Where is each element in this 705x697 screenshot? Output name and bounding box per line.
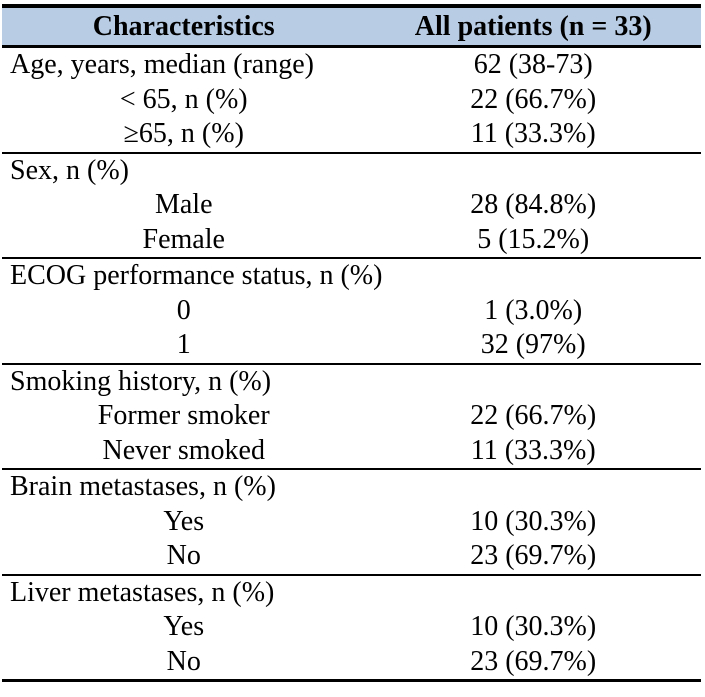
row-value: 11 (33.3%) [470,118,596,149]
patient-characteristics-table: Characteristics All patients (n = 33) Ag… [2,4,701,682]
table-row: Yes 10 (30.3%) [2,610,701,645]
row-value: 10 (30.3%) [470,505,597,537]
row-value [365,259,701,294]
table-row: Female 5 (15.2%) [2,223,701,258]
table-row: Brain metastases, n (%) [2,470,701,505]
table-row: Yes 10 (30.3%) [2,505,701,540]
row-sublabel: Never smoked [102,434,265,466]
row-value: 32 (97%) [480,329,586,360]
table-row: Never smoked 11 (33.3%) [2,434,701,469]
row-sublabel: < 65, n (%) [119,83,248,115]
table-section: Age, years, median (range) 62 (38-73) < 65… [2,48,701,154]
table-body: Age, years, median (range) 62 (38-73) < 65… [2,48,701,679]
row-value [365,576,701,611]
row-value: 28 (84.8%) [470,189,597,220]
row-sublabel: 1 [176,329,191,360]
table-row: Age, years, median (range) 62 (38-73) [2,48,701,83]
row-value [365,470,701,505]
table-row: ≥65, n (%) 11 (33.3%) [2,117,701,152]
row-sublabel: No [166,645,201,677]
row-category-label: ECOG performance status, n (%) [10,260,383,291]
row-sublabel: ≥65, n (%) [123,118,244,149]
row-sublabel: Yes [163,505,205,537]
row-sublabel: 0 [176,294,191,326]
table-header-row: Characteristics All patients (n = 33) [2,8,701,48]
row-value: 10 (30.3%) [470,611,597,642]
row-value: 5 (15.2%) [477,223,590,255]
table-row: < 65, n (%) 22 (66.7%) [2,83,701,118]
row-category-label: Age, years, median (range) [10,49,314,80]
row-category-label: Brain metastases, n (%) [10,471,276,502]
table-row: No 23 (69.7%) [2,645,701,680]
row-category-label: Smoking history, n (%) [10,365,272,397]
row-category-label: Liver metastases, n (%) [10,576,275,608]
table-section: Smoking history, n (%) Former smoker 22 (6… [2,365,701,470]
table-section: Brain metastases, n (%) Yes 10 (30.3%) No 23… [2,470,701,576]
row-value: 62 (38-73) [473,49,593,80]
row-sublabel: Yes [163,611,205,642]
table-row: No 23 (69.7%) [2,539,701,574]
table-row: ECOG performance status, n (%) [2,259,701,294]
row-sublabel: No [166,540,201,571]
table-section: Sex, n (%) Male 28 (84.8%) Female 5 (15.2%) [2,154,701,259]
table-section: Liver metastases, n (%) Yes 10 (30.3%) No 23… [2,576,701,680]
row-value [365,154,701,189]
table-row: Liver metastases, n (%) [2,576,701,611]
table-row: Former smoker 22 (66.7%) [2,399,701,434]
row-value [365,365,701,400]
row-value: 22 (66.7%) [470,400,597,431]
row-category-label: Sex, n (%) [10,154,129,186]
row-sublabel: Former smoker [97,400,270,431]
table-row: Smoking history, n (%) [2,365,701,400]
row-sublabel: Female [142,223,225,255]
row-sublabel: Male [154,189,213,220]
table-row: Sex, n (%) [2,154,701,189]
row-value: 23 (69.7%) [470,645,597,677]
header-characteristics: Characteristics [92,10,275,42]
table-row: 1 32 (97%) [2,328,701,363]
row-value: 11 (33.3%) [470,434,596,466]
table-section: ECOG performance status, n (%) 0 1 (3.0%) 1… [2,259,701,365]
header-all-patients: All patients (n = 33) [414,10,652,42]
row-value: 22 (66.7%) [470,83,597,115]
row-value: 23 (69.7%) [470,540,597,571]
row-value: 1 (3.0%) [484,294,583,326]
table-row: Male 28 (84.8%) [2,188,701,223]
table-row: 0 1 (3.0%) [2,294,701,329]
